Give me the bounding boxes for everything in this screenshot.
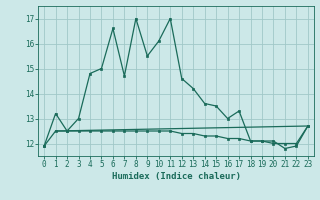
X-axis label: Humidex (Indice chaleur): Humidex (Indice chaleur)	[111, 172, 241, 181]
